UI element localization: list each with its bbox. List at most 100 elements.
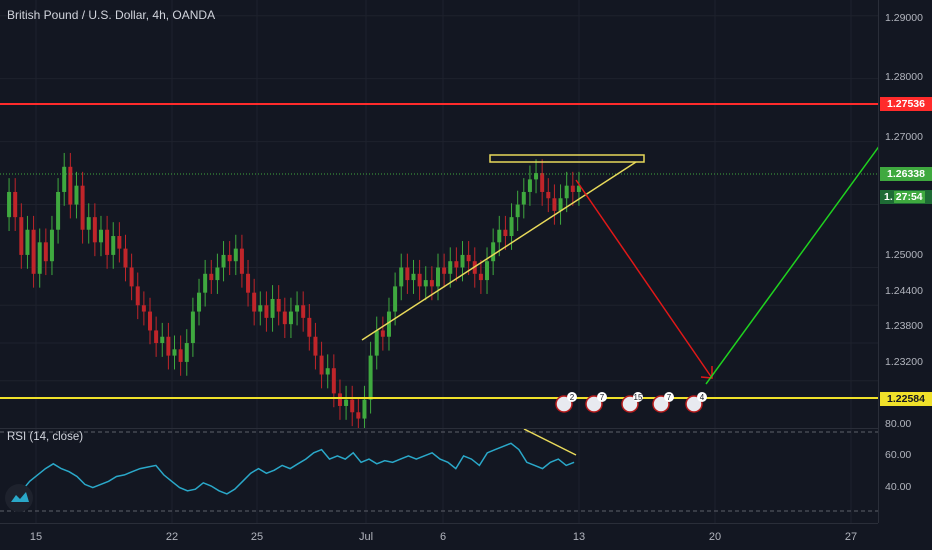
candle-body: [491, 242, 496, 262]
candle-body: [190, 311, 195, 344]
candle-body: [148, 311, 152, 331]
economic-events[interactable]: 2 7 15 7 4: [555, 392, 707, 413]
price-tick: 1.29000: [885, 12, 923, 24]
candle-body: [239, 248, 244, 274]
forecast-down-arrow[interactable]: [575, 179, 713, 379]
candle-body: [13, 191, 18, 218]
forecast-up-line[interactable]: [705, 144, 881, 385]
rsi-grid-lines: [35, 429, 852, 524]
rsi-panel[interactable]: [0, 428, 878, 524]
candle-body: [123, 248, 128, 268]
candle-body: [49, 229, 54, 262]
candle-body: [564, 185, 569, 199]
candle-body: [540, 173, 545, 192]
candle-body: [184, 343, 189, 362]
candle-body: [92, 217, 97, 243]
candle-body: [460, 254, 465, 268]
event-count-label: 7: [667, 393, 672, 402]
event-count-bubble: [697, 392, 707, 402]
event-count-label: 15: [634, 393, 643, 402]
candle-body: [25, 229, 30, 255]
resistance-price-tag: 1.27536: [880, 97, 932, 111]
candle-body: [405, 267, 410, 281]
candle-body: [503, 229, 508, 237]
candle-body: [111, 236, 116, 255]
candle-body: [19, 217, 24, 255]
candle-body: [43, 242, 48, 262]
candle-body: [270, 298, 275, 318]
candle-body: [252, 292, 257, 312]
candle-body: [374, 330, 379, 356]
time-axis[interactable]: 15 22 25 Jul 6 13 20 27: [0, 523, 878, 550]
resistance-box[interactable]: [489, 154, 645, 163]
price-chart-canvas[interactable]: 2 7 15 7 4: [0, 0, 881, 433]
candle-body: [331, 368, 336, 394]
event-count-bubble: [567, 392, 577, 402]
candle-body: [154, 330, 159, 344]
candle-body: [350, 399, 355, 413]
price-tick: 1.28000: [885, 71, 923, 83]
candle-body: [105, 229, 110, 255]
candle-body: [552, 198, 557, 211]
candle-body: [295, 305, 300, 312]
candle-body: [509, 217, 514, 237]
forecast-down-arrowhead: [700, 366, 713, 379]
candle-body: [497, 229, 502, 243]
candle-body: [203, 273, 208, 293]
time-tick: 22: [165, 531, 179, 543]
rsi-divergence-line[interactable]: [523, 428, 577, 456]
candle-body: [233, 248, 238, 262]
candle-body: [344, 399, 349, 406]
candle-body: [558, 198, 563, 211]
candle-body: [576, 185, 581, 192]
candle-body: [325, 368, 330, 375]
time-tick: 27: [844, 531, 858, 543]
candle-body: [399, 267, 404, 287]
candle-body: [466, 254, 471, 262]
candle-body: [117, 236, 122, 249]
candle-body: [37, 242, 42, 274]
rsi-title[interactable]: RSI (14, close): [7, 431, 84, 443]
candle-body: [215, 267, 220, 281]
candle-body: [534, 173, 539, 180]
candle-body: [515, 204, 520, 218]
price-axis[interactable]: 1.29000 1.28000 1.27000 1.25000 1.24400 …: [878, 0, 932, 523]
ascending-trendline[interactable]: [361, 161, 637, 341]
time-tick: 15: [29, 531, 43, 543]
event-count-label: 4: [700, 393, 705, 402]
candle-body: [135, 286, 140, 306]
rsi-canvas[interactable]: [0, 428, 878, 524]
candle-body: [7, 191, 12, 218]
bar-countdown: 27:54: [893, 191, 925, 203]
candle-body: [570, 185, 575, 192]
event-count-bubble: [597, 392, 607, 402]
candle-body: [478, 273, 483, 281]
candle-body: [160, 336, 165, 344]
candle-body: [301, 305, 306, 318]
candle-body: [521, 191, 526, 205]
candle-body: [546, 191, 551, 199]
candle-body: [368, 355, 373, 400]
candle-body: [436, 267, 440, 287]
candle-body: [356, 412, 361, 419]
candle-body: [221, 254, 226, 268]
symbol-title[interactable]: British Pound / U.S. Dollar, 4h, OANDA: [7, 8, 216, 22]
candle-body: [172, 349, 177, 356]
current-price-tag: 1.26338: [880, 167, 932, 181]
price-chart[interactable]: 2 7 15 7 4: [0, 0, 881, 433]
candle-body: [80, 185, 85, 230]
logo-icon: [11, 492, 29, 502]
candle-body: [337, 393, 342, 406]
rsi-tick-80: 80.00: [885, 418, 912, 430]
candle-body: [313, 336, 318, 356]
candle-body: [417, 273, 422, 287]
candle-body: [429, 280, 434, 287]
candle-body: [31, 229, 36, 274]
candle-body: [209, 273, 214, 281]
event-count-bubble: [664, 392, 674, 402]
candle-body: [485, 261, 490, 281]
candle-body: [178, 349, 183, 362]
candle-body: [448, 261, 453, 274]
tradingview-logo[interactable]: [5, 484, 33, 512]
candle-body: [442, 267, 447, 274]
